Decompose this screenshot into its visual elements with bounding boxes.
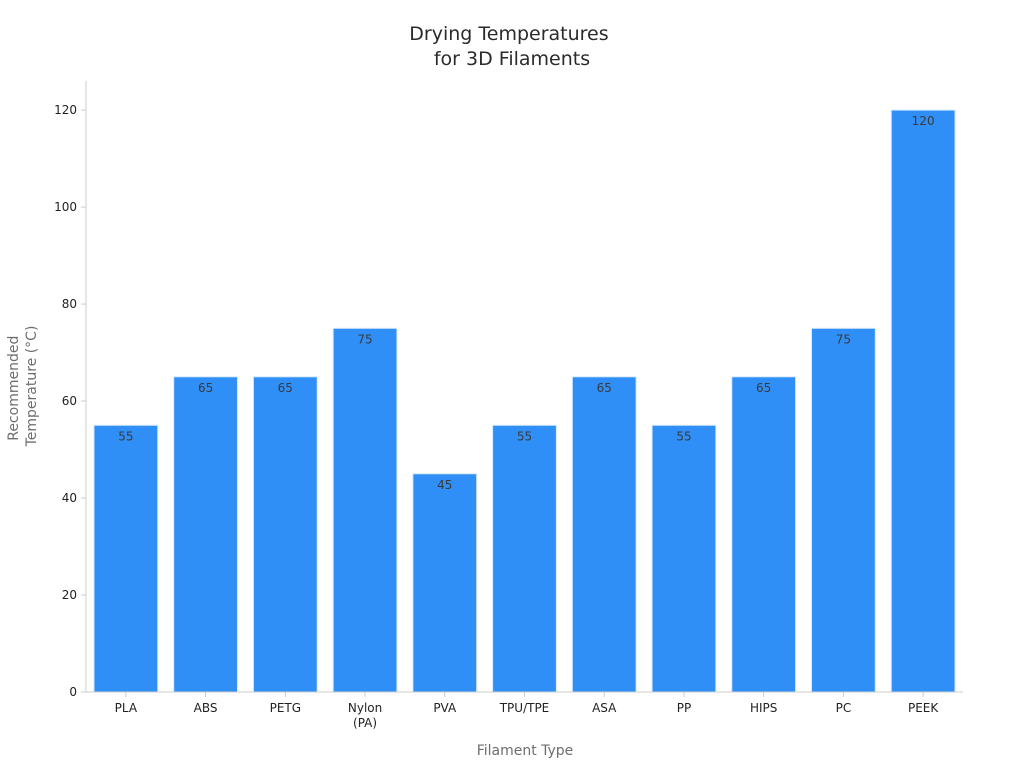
- x-tick-label: HIPS: [750, 701, 777, 715]
- x-tick-label: PLA: [115, 701, 138, 715]
- x-tick-label: PETG: [270, 701, 301, 715]
- x-axis-ticks: PLA ABS PETG Nylon (PA) PVA TPU/TPE ASA PP HIPS PC…: [115, 692, 939, 730]
- y-axis-label-line-2: Temperature (°C): [24, 326, 40, 448]
- bar: [890, 109, 956, 693]
- bar: [412, 473, 478, 693]
- y-tick-label: 80: [62, 297, 77, 311]
- x-tick-label: ABS: [194, 701, 218, 715]
- y-tick-label: 120: [54, 103, 77, 117]
- bar: [252, 376, 318, 693]
- x-tick-label: PVA: [433, 701, 457, 715]
- bar: [731, 376, 797, 693]
- x-tick-label-line: PEEK: [908, 701, 939, 715]
- chart-title: Drying Temperatures for 3D Filaments: [409, 23, 614, 70]
- x-tick-label-line: PP: [677, 701, 691, 715]
- data-label: 120: [912, 114, 935, 128]
- x-tick-label-line: PETG: [270, 701, 301, 715]
- chart-title-line-1: Drying Temperatures: [409, 23, 608, 45]
- y-tick-label: 100: [54, 200, 77, 214]
- data-label: 65: [278, 381, 293, 395]
- x-tick-label-line: PLA: [115, 701, 138, 715]
- data-label: 65: [198, 381, 213, 395]
- data-label: 55: [517, 429, 532, 443]
- y-tick-label: 60: [62, 394, 77, 408]
- x-tick-label-line: ASA: [592, 701, 617, 715]
- x-axis-label: Filament Type: [477, 743, 574, 759]
- bar: [571, 376, 637, 693]
- data-label: 75: [836, 332, 851, 346]
- bar: [811, 327, 876, 693]
- y-axis-label-line-1: Recommended: [6, 336, 22, 441]
- bar: [173, 376, 238, 693]
- x-tick-label: ASA: [592, 701, 617, 715]
- data-label: 55: [118, 429, 133, 443]
- x-tick-label-line: HIPS: [750, 701, 777, 715]
- x-tick-label: PEEK: [908, 701, 939, 715]
- x-tick-label-line: PVA: [433, 701, 457, 715]
- chart-title-line-2: for 3D Filaments: [434, 48, 590, 70]
- x-tick-label-line: Nylon: [348, 701, 382, 715]
- x-tick-label: PP: [677, 701, 691, 715]
- y-axis-ticks: 0 20 40 60 80 100 120: [54, 103, 86, 699]
- bar: [93, 424, 159, 693]
- x-tick-label: PC: [836, 701, 852, 715]
- x-tick-label-line: TPU/TPE: [499, 701, 550, 715]
- y-axis-label: Recommended Temperature (°C): [6, 326, 40, 448]
- y-tick-label: 20: [62, 588, 77, 602]
- bar: [332, 327, 398, 693]
- y-tick-label: 40: [62, 491, 77, 505]
- data-label: 65: [756, 381, 771, 395]
- x-tick-label-line: ABS: [194, 701, 218, 715]
- data-label: 45: [437, 478, 452, 492]
- bar: [651, 424, 717, 693]
- x-tick-label-line: (PA): [353, 716, 377, 730]
- bar: [492, 424, 557, 693]
- x-tick-label-line: PC: [836, 701, 852, 715]
- x-tick-label: Nylon (PA): [348, 701, 382, 730]
- bars: [93, 109, 956, 693]
- y-tick-label: 0: [69, 685, 77, 699]
- data-labels: 55 65 65 75 45 55 65 55 65 75 120: [118, 114, 934, 492]
- data-label: 55: [676, 429, 691, 443]
- data-label: 75: [357, 332, 372, 346]
- data-label: 65: [597, 381, 612, 395]
- x-tick-label: TPU/TPE: [499, 701, 550, 715]
